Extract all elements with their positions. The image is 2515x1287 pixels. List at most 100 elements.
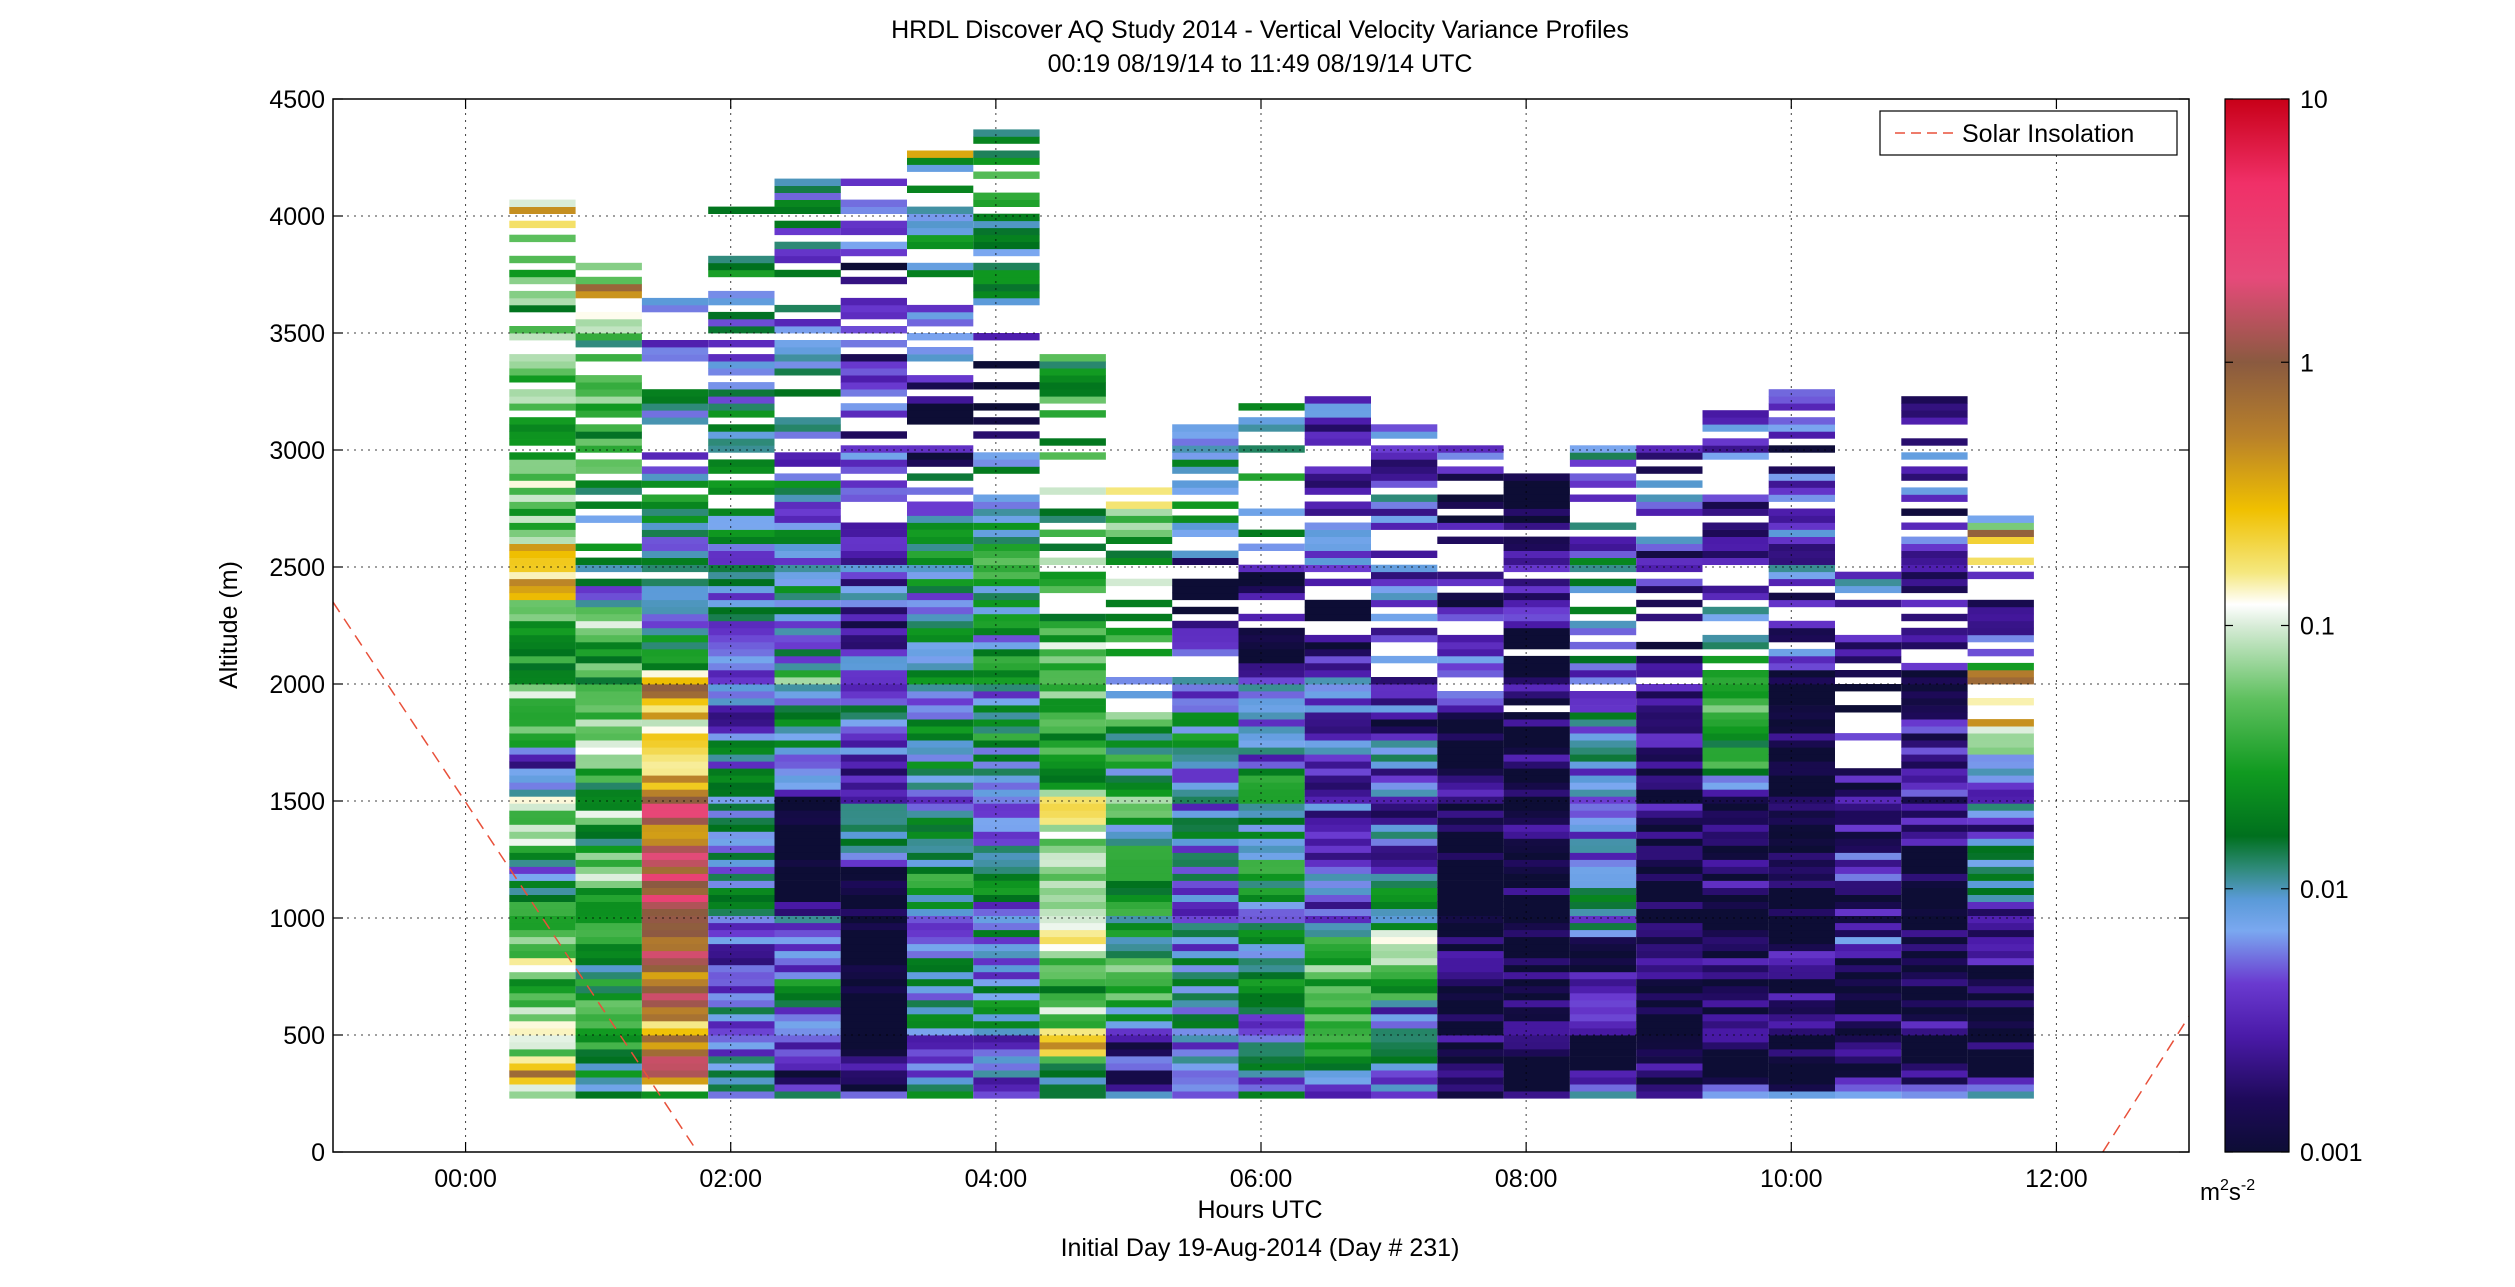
- heatmap-cell: [973, 936, 1040, 945]
- heatmap-cell: [641, 627, 709, 636]
- heatmap-cell: [840, 789, 907, 797]
- heatmap-cell: [1105, 845, 1173, 853]
- heatmap-cell: [1503, 852, 1570, 860]
- heatmap-cell: [575, 859, 642, 867]
- heatmap-cell: [973, 740, 1040, 748]
- heatmap-cell: [1901, 627, 1968, 636]
- heatmap-cell: [641, 1042, 709, 1050]
- heatmap-cell: [1039, 908, 1106, 916]
- heatmap-cell: [1768, 473, 1835, 481]
- heatmap-cell: [1569, 698, 1637, 706]
- heatmap-cell: [840, 564, 907, 573]
- heatmap-cell: [840, 655, 907, 664]
- heatmap-cell: [1172, 719, 1239, 727]
- heatmap-cell: [1901, 782, 1968, 790]
- heatmap-cell: [1039, 810, 1106, 818]
- heatmap-cell: [840, 999, 907, 1008]
- heatmap-cell: [774, 227, 841, 236]
- heatmap-cell: [575, 950, 642, 959]
- heatmap-cell: [774, 754, 841, 762]
- heatmap-cell: [973, 522, 1040, 530]
- heatmap-cell: [1967, 768, 2034, 776]
- colorbar-units-mid: s: [2229, 1179, 2241, 1206]
- heatmap-cell: [1768, 1035, 1835, 1043]
- heatmap-cell: [1967, 831, 2034, 839]
- heatmap-cell: [1702, 1049, 1769, 1057]
- heatmap-cell: [774, 726, 841, 734]
- heatmap-cell: [1636, 501, 1703, 509]
- heatmap-cell: [509, 803, 576, 811]
- heatmap-cell: [708, 206, 775, 214]
- heatmap-cell: [1238, 957, 1305, 966]
- heatmap-cell: [840, 480, 907, 488]
- heatmap-cell: [1768, 950, 1835, 959]
- heatmap-cell: [1039, 361, 1106, 369]
- heatmap-cell: [907, 508, 974, 516]
- heatmap-cell: [1105, 873, 1173, 881]
- heatmap-cell: [1901, 726, 1968, 734]
- heatmap-cell: [1105, 1070, 1173, 1078]
- heatmap-cell: [708, 508, 775, 516]
- heatmap-cell: [1238, 726, 1305, 734]
- heatmap-cell: [708, 1013, 775, 1022]
- heatmap-cell: [509, 269, 576, 278]
- heatmap-cell: [1503, 1084, 1570, 1092]
- heatmap-cell: [641, 929, 709, 938]
- heatmap-cell: [1437, 740, 1504, 748]
- heatmap-cell: [907, 775, 974, 783]
- heatmap-cell: [708, 782, 775, 790]
- heatmap-cell: [1569, 1021, 1637, 1029]
- heatmap-cell: [973, 543, 1040, 551]
- heatmap-cell: [708, 838, 775, 846]
- heatmap-cell: [1503, 894, 1570, 902]
- heatmap-cell: [840, 1035, 907, 1043]
- heatmap-cell: [708, 1091, 775, 1099]
- heatmap-cell: [1702, 782, 1769, 790]
- heatmap-cell: [509, 459, 576, 467]
- heatmap-cell: [1901, 585, 1968, 594]
- heatmap-cell: [509, 403, 576, 411]
- heatmap-cell: [1172, 747, 1239, 755]
- heatmap-cell: [1768, 915, 1835, 924]
- heatmap-cell: [1967, 824, 2034, 832]
- heatmap-cell: [774, 950, 841, 959]
- heatmap-cell: [1371, 957, 1438, 966]
- heatmap-cell: [641, 810, 709, 818]
- heatmap-cell: [1304, 655, 1371, 664]
- heatmap-cell: [708, 431, 775, 439]
- heatmap-cell: [1702, 922, 1769, 931]
- heatmap-cell: [907, 1077, 974, 1085]
- heatmap-cell: [973, 712, 1040, 720]
- heatmap-cell: [1437, 754, 1504, 762]
- heatmap-cell: [1636, 1077, 1703, 1085]
- heatmap-cell: [1503, 564, 1570, 573]
- heatmap-cell: [509, 915, 576, 924]
- heatmap-cell: [1437, 1042, 1504, 1050]
- heatmap-cell: [708, 768, 775, 776]
- heatmap-cell: [1503, 915, 1570, 924]
- heatmap-cell: [1039, 789, 1106, 797]
- heatmap-cell: [1172, 487, 1239, 495]
- heatmap-cell: [1702, 424, 1769, 432]
- heatmap-cell: [1901, 936, 1968, 945]
- heatmap-cell: [1437, 957, 1504, 966]
- heatmap-cell: [1105, 719, 1173, 727]
- heatmap-cell: [1371, 578, 1438, 587]
- heatmap-cell: [1304, 859, 1371, 867]
- heatmap-cell: [1371, 901, 1438, 909]
- heatmap-cell: [1901, 634, 1968, 643]
- heatmap-cell: [1768, 677, 1835, 685]
- heatmap-cell: [1569, 831, 1637, 839]
- heatmap-cell: [1967, 1063, 2034, 1071]
- heatmap-cell: [1901, 859, 1968, 867]
- heatmap-cell: [1105, 1021, 1173, 1029]
- heatmap-cell: [1437, 712, 1504, 720]
- heatmap-cell: [1702, 789, 1769, 797]
- heatmap-cell: [575, 557, 642, 565]
- heatmap-cell: [1901, 915, 1968, 924]
- heatmap-cell: [1039, 698, 1106, 706]
- heatmap-cell: [509, 354, 576, 362]
- heatmap-cell: [774, 599, 841, 608]
- heatmap-cell: [1835, 803, 1902, 811]
- heatmap-cell: [575, 396, 642, 404]
